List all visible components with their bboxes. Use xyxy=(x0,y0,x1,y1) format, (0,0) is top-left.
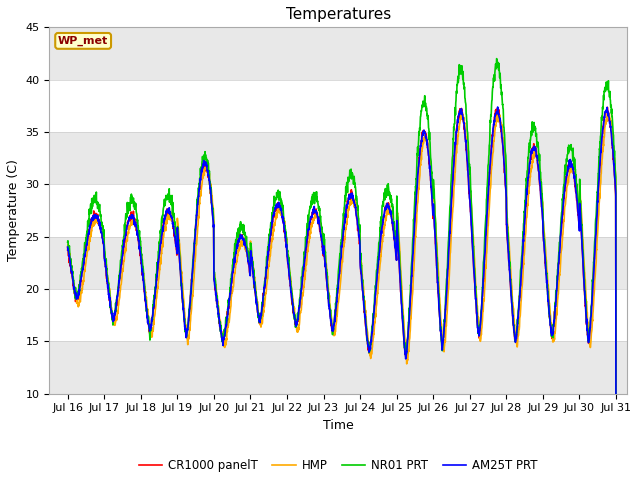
AM25T PRT xyxy=(64,244,72,250)
AM25T PRT xyxy=(579,260,587,265)
Title: Temperatures: Temperatures xyxy=(285,7,391,22)
NR01 PRT xyxy=(564,151,572,156)
AM25T PRT xyxy=(358,272,365,277)
HMP xyxy=(579,237,587,243)
CR1000 panelT xyxy=(217,326,225,332)
NR01 PRT xyxy=(358,262,365,268)
HMP xyxy=(564,182,572,188)
AM25T PRT xyxy=(494,104,502,110)
CR1000 panelT xyxy=(564,167,572,172)
NR01 PRT xyxy=(369,315,377,321)
NR01 PRT xyxy=(493,56,500,61)
Text: WP_met: WP_met xyxy=(58,36,108,46)
AM25T PRT xyxy=(564,168,572,173)
Bar xyxy=(49,237,627,289)
X-axis label: Time: Time xyxy=(323,419,353,432)
AM25T PRT xyxy=(501,178,509,184)
CR1000 panelT xyxy=(358,274,365,279)
AM25T PRT xyxy=(369,313,377,319)
NR01 PRT xyxy=(501,149,509,155)
HMP xyxy=(358,260,365,265)
Line: NR01 PRT: NR01 PRT xyxy=(68,59,616,480)
CR1000 panelT xyxy=(579,255,587,261)
Bar xyxy=(49,341,627,394)
Line: HMP: HMP xyxy=(68,113,616,480)
HMP xyxy=(501,157,509,163)
CR1000 panelT xyxy=(501,176,509,181)
HMP xyxy=(64,244,72,250)
Bar xyxy=(49,27,627,80)
HMP xyxy=(217,319,225,325)
NR01 PRT xyxy=(64,240,72,245)
Y-axis label: Temperature (C): Temperature (C) xyxy=(7,159,20,262)
NR01 PRT xyxy=(217,329,225,335)
HMP xyxy=(369,335,377,341)
CR1000 panelT xyxy=(604,105,611,110)
AM25T PRT xyxy=(217,328,225,334)
Line: AM25T PRT: AM25T PRT xyxy=(68,107,616,480)
CR1000 panelT xyxy=(64,247,72,253)
HMP xyxy=(458,110,466,116)
Bar xyxy=(49,132,627,184)
Line: CR1000 panelT: CR1000 panelT xyxy=(68,108,616,480)
Legend: CR1000 panelT, HMP, NR01 PRT, AM25T PRT: CR1000 panelT, HMP, NR01 PRT, AM25T PRT xyxy=(134,455,542,477)
CR1000 panelT xyxy=(369,316,377,322)
NR01 PRT xyxy=(579,248,587,253)
